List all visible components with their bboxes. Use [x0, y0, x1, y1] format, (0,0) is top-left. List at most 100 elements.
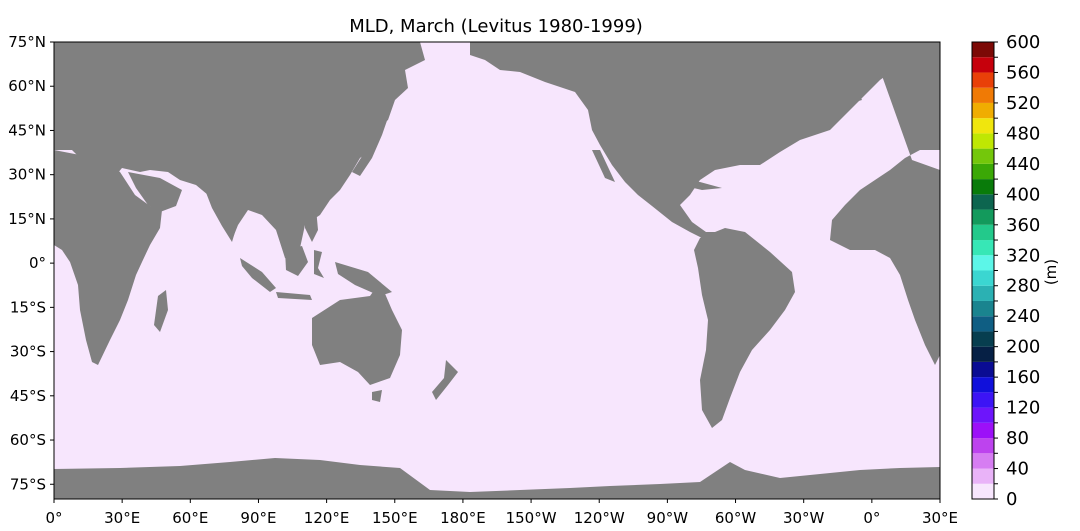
- colorbar-swatch: [972, 361, 994, 378]
- lat-tick-label: 75°S: [10, 475, 46, 493]
- land-uk: [918, 82, 934, 108]
- colorbar-tick-label: 520: [1006, 93, 1040, 114]
- land-tasmania: [372, 390, 382, 402]
- colorbar-swatch: [972, 270, 994, 286]
- colorbar: 0 40 80 120 160 200 240 280 320 360 400 440 480 520 56…: [971, 32, 1060, 510]
- colorbar-swatch: [972, 118, 994, 134]
- colorbar-swatch: [972, 316, 994, 332]
- land-philippines: [305, 205, 318, 242]
- colorbar-tick-label: 360: [1006, 215, 1040, 236]
- colorbar-swatch: [972, 377, 994, 393]
- lon-tick-label: 150°E: [372, 509, 418, 527]
- land-cuba: [672, 180, 722, 190]
- colorbar-swatch: [972, 87, 994, 103]
- colorbar-swatch: [972, 468, 994, 484]
- lon-tick-label: 30°E: [922, 509, 958, 527]
- colorbar-tick-label: 280: [1006, 276, 1040, 297]
- colorbar-tick-label: 320: [1006, 245, 1040, 266]
- land-arabia: [128, 172, 182, 212]
- lon-tick-label: 30°W: [783, 509, 825, 527]
- colorbar-tick-label: 600: [1006, 32, 1040, 53]
- colorbar-swatch: [972, 179, 994, 195]
- lat-tick-label: 15°S: [10, 298, 46, 316]
- map-panel: 0° 30°E 60°E 90°E 120°E 150°E 180°E 150°W 120°W 9…: [8, 33, 958, 527]
- colorbar-tick-label: 40: [1006, 459, 1029, 480]
- colorbar-swatch: [972, 224, 994, 241]
- colorbar-swatch: [972, 42, 994, 58]
- colorbar-swatch: [972, 331, 994, 347]
- lon-tick-label: 60°W: [715, 509, 757, 527]
- colorbar-tick-label: 240: [1006, 306, 1040, 327]
- lon-tick-label: 60°E: [172, 509, 208, 527]
- colorbar-swatch: [972, 194, 994, 210]
- lon-tick-label: 120°W: [574, 509, 625, 527]
- colorbar-tick-label: 0: [1006, 489, 1017, 510]
- colorbar-swatch: [972, 438, 994, 454]
- land-java: [276, 292, 312, 300]
- land-sulawesi: [314, 250, 324, 278]
- colorbar-ticks: 0 40 80 120 160 200 240 280 320 360 400 440 480 520 56…: [994, 32, 1040, 510]
- colorbar-swatch: [972, 422, 994, 439]
- colorbar-swatches: [972, 42, 994, 499]
- colorbar-tick-label: 560: [1006, 62, 1040, 83]
- colorbar-swatch: [972, 285, 994, 301]
- lon-tick-label: 120°E: [304, 509, 350, 527]
- lat-tick-label: 75°N: [8, 33, 46, 51]
- colorbar-swatch: [972, 209, 994, 225]
- land-baja: [592, 150, 615, 182]
- colorbar-swatch: [972, 300, 994, 317]
- latitude-axis: 75°N 60°N 45°N 30°N 15°N 0° 15°S 30°S 45°S 60°S 75…: [8, 33, 54, 493]
- land-india: [205, 188, 245, 242]
- land-borneo: [285, 246, 308, 276]
- lat-tick-label: 15°N: [8, 210, 46, 228]
- colorbar-swatch: [972, 255, 994, 271]
- lon-tick-label: 0°: [863, 509, 880, 527]
- land-eurasia: [54, 42, 425, 262]
- colorbar-tick-label: 160: [1006, 367, 1040, 388]
- land-australia: [312, 282, 402, 385]
- land-south-america: [694, 228, 795, 428]
- colorbar-swatch: [972, 148, 994, 164]
- colorbar-swatch: [972, 346, 994, 362]
- colorbar-swatch: [972, 72, 994, 88]
- colorbar-swatch: [972, 483, 994, 499]
- land-new-zealand: [432, 360, 458, 400]
- land-africa: [54, 150, 162, 365]
- colorbar-tick-label: 480: [1006, 123, 1040, 144]
- land-north-america: [470, 42, 940, 242]
- lat-tick-label: 45°S: [10, 387, 46, 405]
- lon-tick-label: 0°: [45, 509, 62, 527]
- lat-tick-label: 60°S: [10, 431, 46, 449]
- map-title: MLD, March (Levitus 1980-1999): [349, 16, 643, 37]
- colorbar-swatch: [972, 453, 994, 469]
- colorbar-tick-label: 200: [1006, 337, 1040, 358]
- land-africa-east-repeat: [830, 42, 940, 365]
- colorbar-swatch: [972, 133, 994, 149]
- lat-tick-label: 30°N: [8, 166, 46, 184]
- colorbar-tick-label: 80: [1006, 428, 1029, 449]
- land-japan: [352, 100, 390, 176]
- colorbar-swatch: [972, 102, 994, 119]
- lon-tick-label: 180°E: [440, 509, 486, 527]
- lat-tick-label: 0°: [29, 254, 46, 272]
- lat-tick-label: 60°N: [8, 77, 46, 95]
- lat-tick-label: 30°S: [10, 343, 46, 361]
- colorbar-swatch: [972, 407, 994, 423]
- land-greenland: [760, 42, 860, 98]
- colorbar-tick-label: 400: [1006, 184, 1040, 205]
- colorbar-unit-label: (m): [1042, 259, 1060, 285]
- land-antarctica: [54, 458, 940, 499]
- longitude-axis: 0° 30°E 60°E 90°E 120°E 150°E 180°E 150°W 120°W 9…: [45, 499, 958, 527]
- lon-tick-label: 90°E: [240, 509, 276, 527]
- colorbar-tick-label: 440: [1006, 154, 1040, 175]
- colorbar-swatch: [972, 240, 994, 256]
- colorbar-tick-label: 120: [1006, 398, 1040, 419]
- colorbar-swatch: [972, 163, 994, 180]
- lat-tick-label: 45°N: [8, 121, 46, 139]
- colorbar-swatch: [972, 57, 994, 73]
- colorbar-swatch: [972, 392, 994, 408]
- lon-tick-label: 30°E: [104, 509, 140, 527]
- map-frame: [53, 41, 941, 500]
- land-sumatra: [240, 258, 276, 292]
